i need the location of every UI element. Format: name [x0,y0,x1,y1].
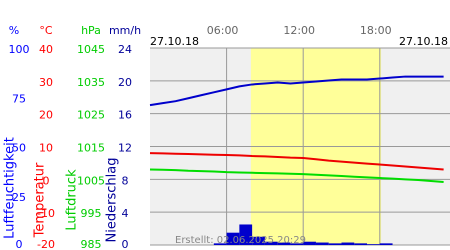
precip-bar [226,232,240,245]
y-tick-label: 0 [122,238,129,250]
precip-bar [367,244,380,245]
y-tick-label: 1005 [77,174,105,187]
x-tick-label: 12:00 [283,24,315,37]
date-left: 27.10.18 [150,35,199,48]
series-line [149,75,444,107]
y-tick-label: 75 [12,92,26,105]
axis-title: Niederschlag [105,158,120,243]
y-tick-label: 1035 [77,76,105,89]
series-line [149,152,444,171]
precip-bar [239,224,253,245]
axis-unit: % [9,24,19,37]
y-tick-label: 16 [118,109,132,122]
y-tick-label: 1015 [77,142,105,155]
axis-unit: hPa [81,24,101,37]
y-tick-label: 0 [43,174,50,187]
precip-bar [379,243,393,245]
precip-bar [315,242,329,245]
axis-title: Temperatur [33,162,48,238]
y-tick-label: 50 [12,142,26,155]
y-tick-label: 100 [9,43,30,56]
y-tick-label: 985 [81,238,102,250]
precip-bar [252,236,265,245]
y-tick-label: -10 [37,207,55,220]
y-tick-label: 0 [16,238,23,250]
y-tick-label: 4 [122,207,129,220]
date-right: 27.10.18 [399,35,448,48]
y-tick-label: 30 [39,76,53,89]
y-tick-label: 20 [39,109,53,122]
y-tick-label: 20 [118,76,132,89]
y-tick-label: 995 [81,207,102,220]
precip-bar [264,241,278,245]
y-tick-label: 12 [118,142,132,155]
axis-unit: °C [39,24,53,37]
y-tick-label: 10 [39,142,53,155]
x-tick-label: 06:00 [207,24,239,37]
axis-title: Luftdruck [65,169,80,231]
precip-bar [341,242,355,245]
y-tick-label: 24 [118,43,132,56]
precip-bar [277,242,291,245]
precip-bar [213,243,227,245]
precip-bar [328,243,342,245]
precip-bar [290,243,304,245]
y-tick-label: 1025 [77,109,105,122]
x-tick-label: 18:00 [360,24,392,37]
y-tick-label: 8 [122,174,129,187]
axis-unit: mm/h [109,24,141,37]
precip-bar [303,241,316,245]
created-note: Erstellt: 02.06.2025 20:29 [175,235,306,246]
y-tick-label: 25 [12,191,26,204]
y-tick-label: 40 [39,43,53,56]
y-tick-label: 1045 [77,43,105,56]
series-line [149,168,444,183]
axis-title: Luftfeuchtigkeit [3,137,18,239]
y-tick-label: -20 [37,238,55,250]
precip-bar [354,243,368,245]
